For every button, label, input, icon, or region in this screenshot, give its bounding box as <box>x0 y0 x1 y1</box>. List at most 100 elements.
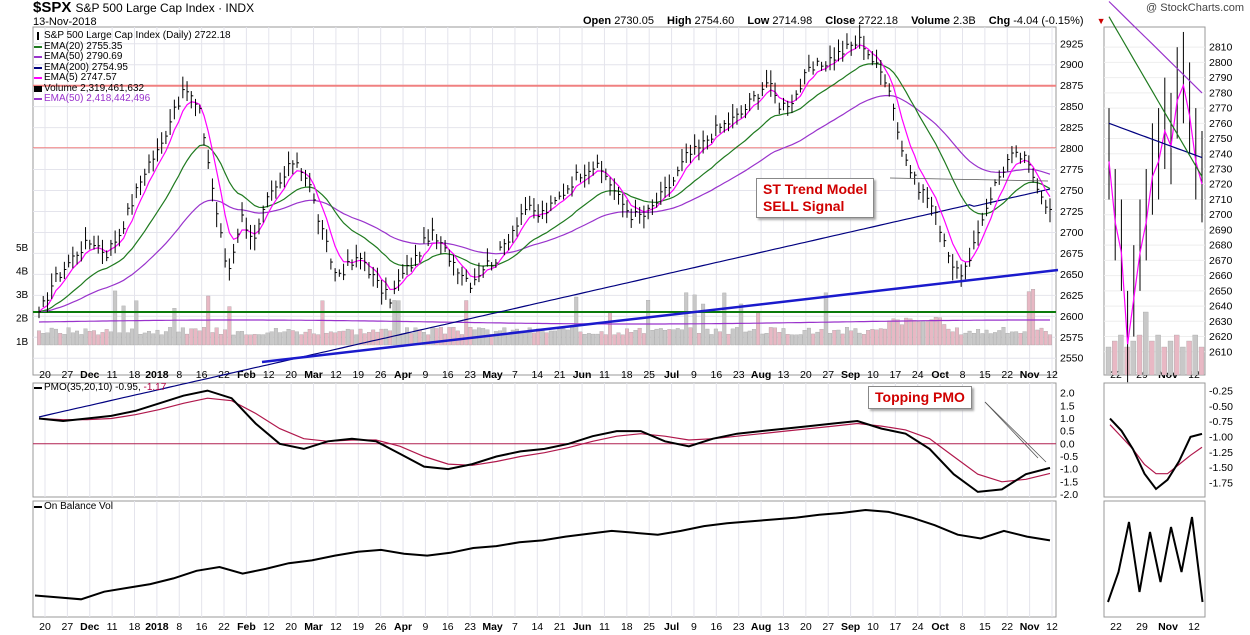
price-tick-label: 2675 <box>1060 248 1084 260</box>
volume-bar <box>790 334 794 346</box>
volume-bar <box>350 329 354 346</box>
x-tick-label: 26 <box>375 369 387 381</box>
volume-bar <box>358 328 363 346</box>
volume-bar <box>654 328 659 346</box>
volume-bar <box>130 328 135 346</box>
x-tick-label-bottom: 12 <box>263 621 275 633</box>
volume-bar <box>650 330 655 346</box>
volume-bar <box>87 331 92 346</box>
zoom-volume-bar <box>1180 346 1186 376</box>
volume-bar <box>515 328 519 346</box>
zoom-pmo-tick: -0.75 <box>1209 416 1233 428</box>
x-tick-label: 9 <box>691 369 697 381</box>
volume-bar <box>777 332 782 346</box>
volume-bar <box>341 330 346 346</box>
zoom-volume-bar <box>1174 334 1180 376</box>
volume-bar <box>142 332 147 346</box>
x-tick-label: 25 <box>643 369 655 381</box>
volume-bar <box>895 319 900 346</box>
pmo-legend: PMO(35,20,10) -0.95, -1.17 <box>34 382 166 394</box>
volume-tick-label: 1B <box>16 337 29 348</box>
high-label: High <box>667 15 692 27</box>
volume-bar <box>582 334 587 346</box>
x-tick-label-bottom: 25 <box>643 621 655 633</box>
price-tick-label: 2600 <box>1060 311 1084 323</box>
volume-bar <box>396 300 401 346</box>
topping-pmo-annotation: Topping PMO <box>868 386 972 409</box>
x-tick-label-bottom: 21 <box>554 621 566 633</box>
volume-bar <box>773 327 777 346</box>
volume-bar <box>548 330 553 346</box>
x-tick-label: 12 <box>1046 369 1058 381</box>
volume-bar <box>735 327 739 346</box>
volume-bar <box>328 331 333 346</box>
volume-bar <box>870 329 875 346</box>
volume-bar <box>760 333 765 346</box>
volume-bar <box>743 331 748 346</box>
x-tick-label: 20 <box>285 369 297 381</box>
zoom-price-tick: 2730 <box>1209 164 1233 176</box>
x-tick-label-bottom: 8 <box>960 621 966 633</box>
open-value: 2730.05 <box>614 15 654 27</box>
volume-bar <box>1043 331 1048 346</box>
x-tick-label: 11 <box>599 369 610 381</box>
zoom-price-tick: 2700 <box>1209 209 1233 221</box>
x-tick-label-bottom: 16 <box>442 621 454 633</box>
volume-bar <box>438 327 443 346</box>
zoom-volume-bar <box>1192 334 1198 376</box>
x-tick-label: 23 <box>464 369 476 381</box>
x-tick-label-bottom: Dec <box>80 621 99 633</box>
price-bar-icon <box>37 32 39 40</box>
volume-bar <box>878 328 883 346</box>
volume-bar <box>963 332 968 346</box>
volume-bar <box>75 330 80 346</box>
volume-bar <box>231 334 236 346</box>
x-tick-label-bottom: 15 <box>979 621 991 633</box>
zoom-ema200-line <box>1108 122 1203 159</box>
x-tick-label-bottom: 27 <box>822 621 834 633</box>
volume-bar <box>815 331 820 346</box>
volume-bar <box>523 332 528 346</box>
price-tick-label: 2850 <box>1060 101 1084 113</box>
x-tick-label-bottom: Apr <box>394 621 412 633</box>
zoom-price-panel <box>1103 26 1206 376</box>
volume-bar <box>113 290 118 346</box>
x-tick-label-bottom: 12 <box>1046 621 1058 633</box>
volume-bar <box>536 328 541 346</box>
volume-bar <box>375 331 380 346</box>
volume-bar <box>62 334 67 346</box>
volume-bar <box>295 331 299 346</box>
volume-bar <box>151 333 156 346</box>
price-tick-label: 2625 <box>1060 290 1084 302</box>
zoom-volume-bar <box>1149 340 1155 376</box>
x-tick-label: Jun <box>573 369 592 381</box>
volume-bar <box>984 329 989 346</box>
volume-bar <box>726 333 731 346</box>
volume-bar <box>197 330 202 346</box>
volume-bar <box>265 332 270 346</box>
x-tick-label-bottom: 26 <box>375 621 387 633</box>
pmo-line <box>38 389 1051 493</box>
zoom-volume-bar <box>1112 340 1118 376</box>
volume-bar <box>168 327 173 346</box>
volume-bar <box>366 332 371 346</box>
chg-label: Chg <box>988 15 1011 27</box>
pmo-tick-label: 2.0 <box>1060 388 1075 400</box>
volume-bar <box>307 329 312 346</box>
pmo-annotation-pointer <box>984 401 1039 459</box>
volume-bar <box>531 332 536 346</box>
legend-ema50: EMA(50) 2790.69 <box>34 51 231 63</box>
x-tick-label-bottom: 9 <box>423 621 429 633</box>
zoom-price-tick: 2610 <box>1209 346 1233 358</box>
volume-bar <box>684 292 689 346</box>
x-tick-label-bottom: 2018 <box>145 621 169 633</box>
copyright: @ StockCharts.com <box>1146 2 1244 14</box>
volume-bar <box>218 334 223 346</box>
legend-volume: Volume 2,319,461,632 <box>34 83 231 95</box>
volume-bar <box>189 328 194 346</box>
chart-symbol: $SPX S&P 500 Large Cap Index · INDX <box>33 0 254 16</box>
volume-bar <box>180 327 185 346</box>
x-tick-label: Dec <box>80 369 99 381</box>
volume-bar <box>261 334 266 346</box>
